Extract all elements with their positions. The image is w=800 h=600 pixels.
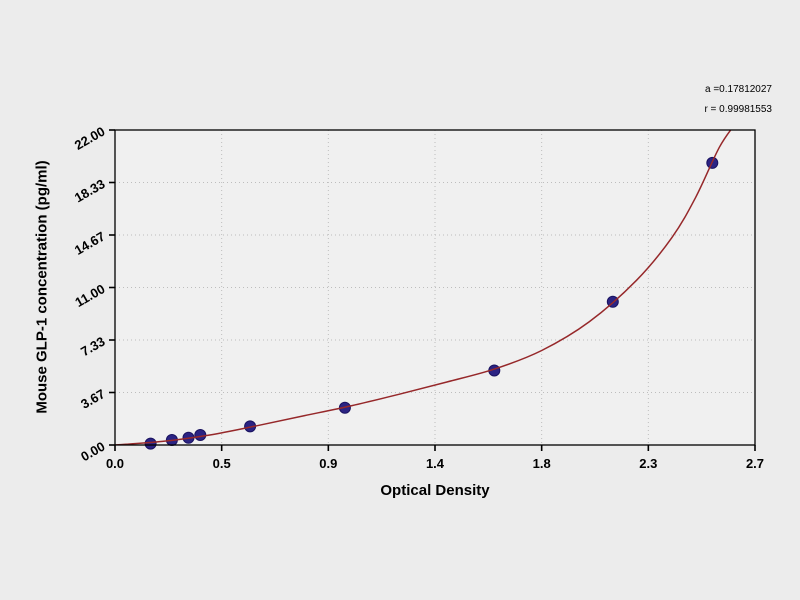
y-tick-label: 14.67 xyxy=(72,229,108,258)
data-point xyxy=(144,437,157,450)
y-tick-label: 0.00 xyxy=(78,439,107,465)
fit-curve xyxy=(115,130,732,445)
y-tick-label: 22.00 xyxy=(72,124,108,153)
y-tick-label: 7.33 xyxy=(78,334,107,360)
data-point xyxy=(194,429,207,441)
x-tick-label: 0.9 xyxy=(319,456,337,471)
y-tick-label: 11.00 xyxy=(72,281,107,310)
x-tick-label: 1.4 xyxy=(426,456,445,471)
x-tick-label: 2.3 xyxy=(639,456,657,471)
fit-statistics: a =0.17812027 r = 0.99981553 xyxy=(632,80,772,120)
x-axis-title: Optical Density xyxy=(380,482,490,499)
x-tick-label: 0.0 xyxy=(106,456,124,471)
fit-stat-a: a =0.17812027 xyxy=(704,84,772,95)
x-tick-label: 1.8 xyxy=(533,456,551,471)
y-tick-label: 3.67 xyxy=(78,386,107,412)
y-tick-label: 18.33 xyxy=(72,176,108,205)
y-axis-title: Mouse GLP-1 concentration (pg/ml) xyxy=(33,160,51,414)
x-tick-label: 2.7 xyxy=(746,456,764,471)
fit-stat-r: r = 0.99981553 xyxy=(704,104,772,115)
x-tick-label: 0.5 xyxy=(213,456,231,471)
